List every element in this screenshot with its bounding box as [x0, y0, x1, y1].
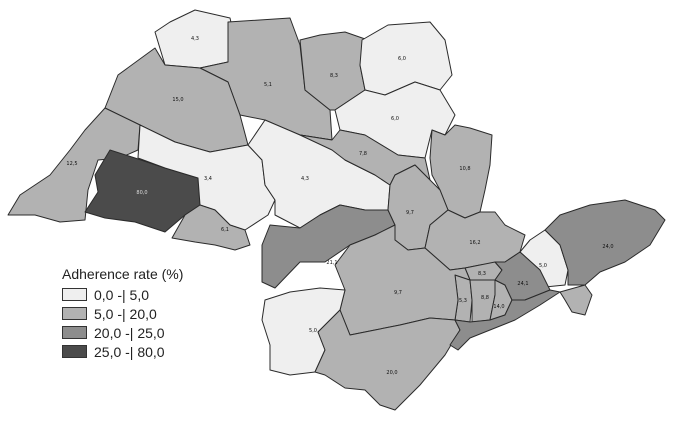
region-label: 4,3: [301, 176, 309, 182]
region: [359, 21, 453, 96]
region-label: 7,8: [359, 151, 367, 157]
legend-item: 5,0 -| 20,0: [62, 304, 183, 323]
region-label: 9,7: [406, 210, 414, 216]
region-label: 12,5: [66, 161, 77, 167]
legend-swatch: [62, 345, 87, 358]
region-label: 24,0: [602, 244, 613, 250]
region-label: 5,1: [264, 82, 272, 88]
region-label: 80,0: [136, 190, 147, 196]
legend-label: 20,0 -| 25,0: [94, 324, 165, 341]
legend-item: 0,0 -| 5,0: [62, 285, 183, 304]
map-legend: Adherence rate (%) 0,0 -| 5,0 5,0 -| 20,…: [62, 266, 183, 361]
region-label: 8,3: [478, 271, 486, 277]
legend-item: 25,0 -| 80,0: [62, 342, 183, 361]
region-label: 14,0: [493, 304, 504, 310]
region-label: 15,0: [172, 97, 183, 103]
region: [7, 107, 141, 223]
region: [544, 199, 666, 286]
region-label: 8,8: [481, 295, 489, 301]
region-label: 16,2: [469, 240, 480, 246]
region-label: 21,1: [326, 260, 337, 266]
region: [449, 289, 561, 351]
region-label: 20,0: [386, 370, 397, 376]
legend-item: 20,0 -| 25,0: [62, 323, 183, 342]
region-label: 6,0: [398, 56, 406, 62]
region-label: 8,3: [330, 73, 338, 79]
region-label: 5,3: [459, 298, 467, 304]
region-label: 3,4: [204, 176, 212, 182]
region-label: 5,0: [539, 263, 547, 269]
region-label: 4,3: [191, 36, 199, 42]
legend-label: 5,0 -| 20,0: [94, 305, 157, 322]
legend-swatch: [62, 326, 87, 339]
region-label: 6,1: [221, 227, 229, 233]
legend-swatch: [62, 288, 87, 301]
region-label: 10,8: [459, 166, 470, 172]
legend-label: 0,0 -| 5,0: [94, 286, 150, 303]
legend-label: 25,0 -| 80,0: [94, 343, 165, 360]
region: [559, 284, 593, 316]
legend-title: Adherence rate (%): [62, 266, 184, 282]
region-label: 9,7: [394, 290, 402, 296]
region-label: 5,0: [309, 328, 317, 334]
legend-swatch: [62, 307, 87, 320]
region: [429, 124, 493, 219]
region: [314, 309, 461, 411]
region-label: 6,0: [391, 116, 399, 122]
region: [171, 204, 251, 251]
region-label: 24,1: [517, 281, 528, 287]
region: [137, 124, 276, 231]
